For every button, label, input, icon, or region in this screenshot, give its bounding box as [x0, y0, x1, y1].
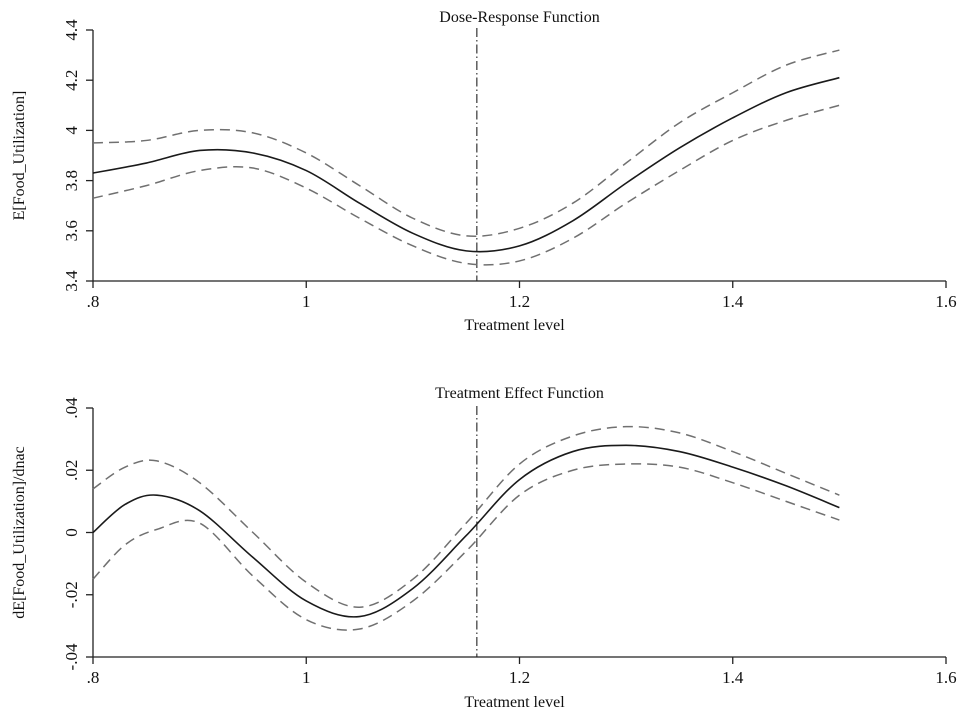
y-tick-label: 3.6 — [62, 220, 81, 241]
chart-title: Treatment Effect Function — [435, 385, 604, 402]
x-tick-label: .8 — [87, 292, 100, 311]
x-axis-label: Treatment level — [464, 317, 565, 334]
y-tick-label: 0 — [62, 528, 81, 537]
y-tick-label: .02 — [62, 460, 81, 481]
y-tick-label: 4.4 — [62, 19, 81, 41]
chart-panel-2: Treatment Effect Function -.04 -.02 0 .02 .04… — [11, 385, 957, 711]
y-tick-label: 3.4 — [62, 270, 81, 292]
y-tick-label: 4.2 — [62, 70, 81, 91]
x-tick-label: 1.4 — [722, 668, 744, 687]
x-tick-label: 1.6 — [935, 668, 956, 687]
x-axis-label: Treatment level — [464, 694, 565, 711]
x-tick-label: 1 — [302, 668, 311, 687]
y-axis-label: E[Food_Utilization] — [11, 91, 28, 221]
estimate-line — [92, 444, 840, 618]
chart-panel-1: Dose-Response Function 3.4 3.6 3.8 4 4.2 4.4 .8… — [11, 9, 957, 334]
confidence-band-line-2 — [92, 463, 840, 631]
chart-title: Dose-Response Function — [439, 9, 599, 26]
x-tick-label: .8 — [87, 668, 100, 687]
x-tick-label: 1 — [302, 292, 311, 311]
y-tick-label: -.02 — [62, 581, 81, 608]
confidence-band-line-1 — [92, 425, 840, 608]
x-tick-label: 1.2 — [509, 292, 530, 311]
x-tick-label: 1.6 — [935, 292, 956, 311]
confidence-band-line-2 — [92, 104, 840, 266]
x-tick-label: 1.2 — [509, 668, 530, 687]
y-axis-label: dE[Food_Utilization]/dnac — [11, 446, 28, 618]
x-tick-label: 1.4 — [722, 292, 744, 311]
y-tick-label: 3.8 — [62, 170, 81, 191]
y-tick-label: 4 — [62, 126, 81, 135]
estimate-line — [92, 76, 840, 253]
y-tick-label: .04 — [62, 397, 81, 419]
y-tick-label: -.04 — [62, 643, 81, 670]
